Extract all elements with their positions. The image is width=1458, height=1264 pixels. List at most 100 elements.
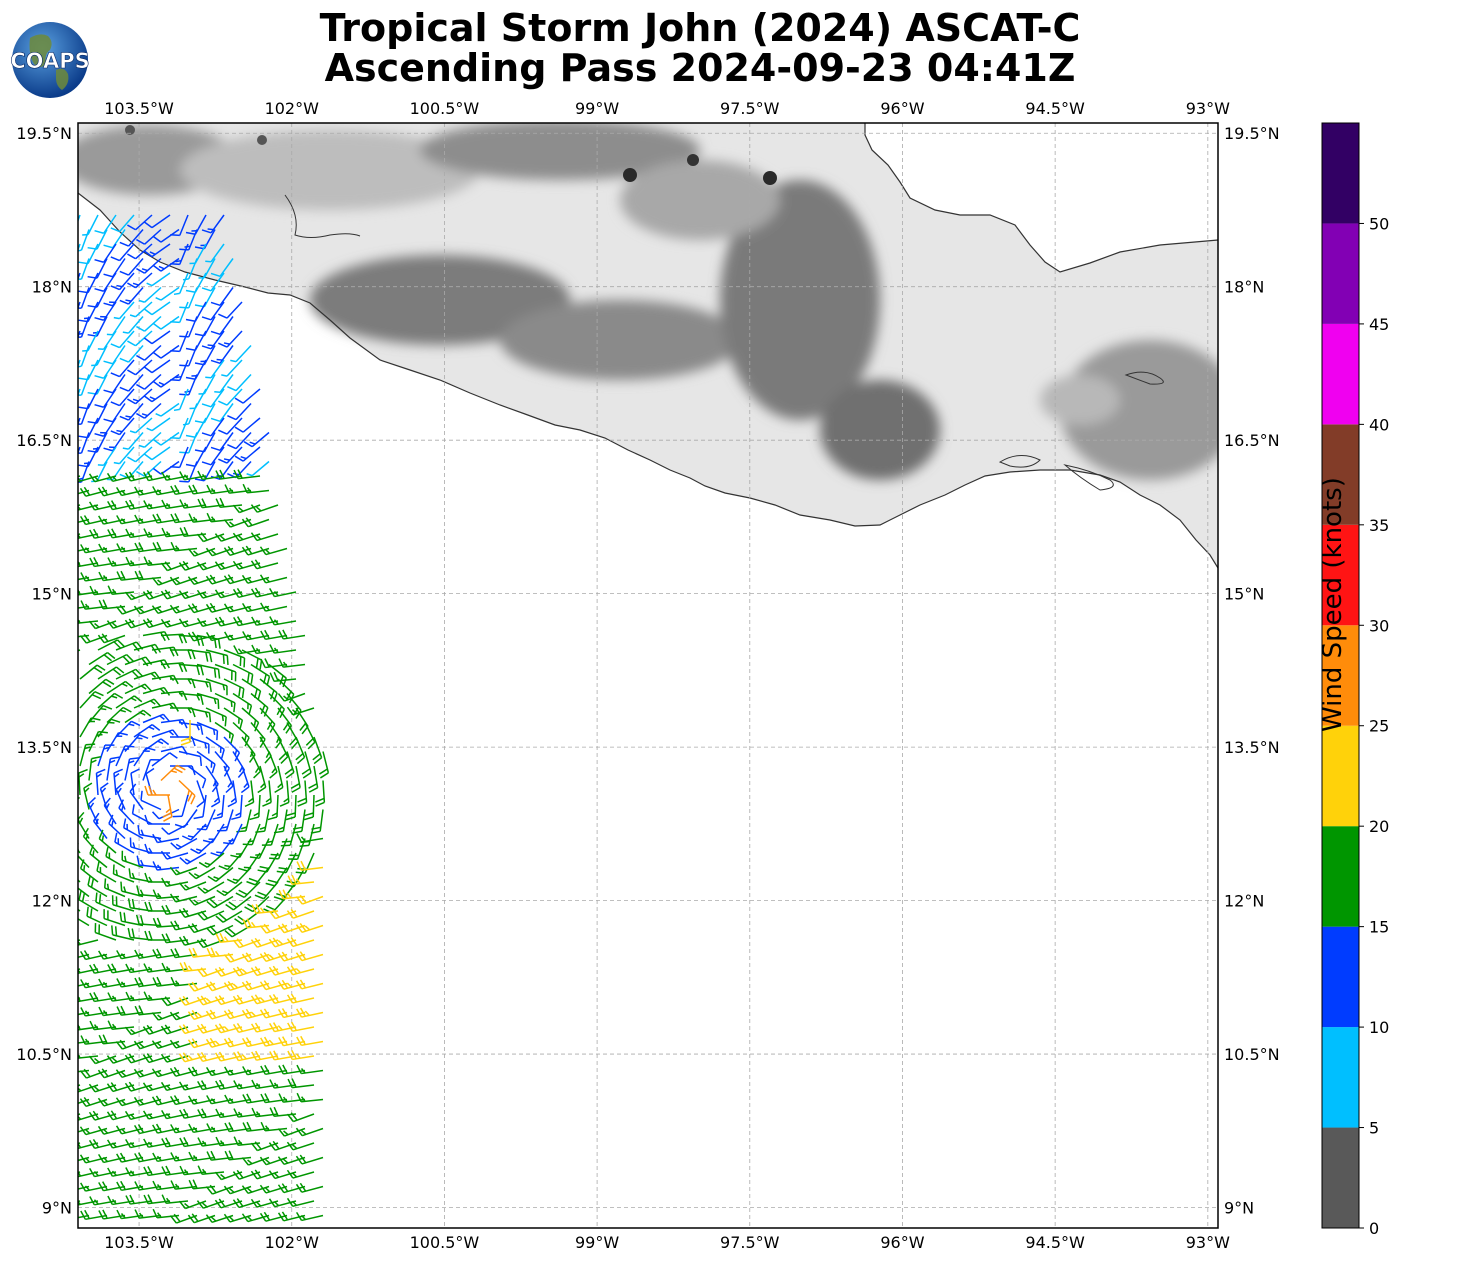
wind-barb [232, 587, 261, 599]
wind-barb [106, 653, 134, 666]
wind-barb [106, 1139, 135, 1149]
wind-barb [260, 629, 288, 641]
wind-barb [115, 1125, 144, 1135]
wind-barb [97, 1068, 126, 1079]
wind-barb [197, 1108, 225, 1119]
wind-barb [178, 1081, 207, 1091]
wind-barb [152, 541, 180, 552]
wind-barb [232, 663, 254, 684]
peak-1 [623, 168, 637, 182]
colorbar-tick-9: 45 [1369, 315, 1389, 334]
wind-barb [223, 545, 252, 557]
wind-barb [107, 963, 135, 974]
wind-barb [130, 768, 140, 796]
wind-barb [98, 1209, 126, 1220]
wind-barb [110, 330, 135, 349]
colorbar-tick-0: 0 [1369, 1219, 1379, 1238]
wind-barb [105, 847, 126, 869]
wind-barb [214, 692, 236, 713]
wind-barb [286, 1112, 315, 1123]
wind-barb [161, 1137, 189, 1148]
wind-barb [136, 402, 162, 419]
wind-barb [107, 557, 135, 567]
wind-barb [178, 692, 204, 705]
wind-barb [143, 471, 171, 482]
wind-barb [274, 765, 284, 794]
wind-barb [278, 1064, 306, 1075]
colorbar-bin-10 [1322, 123, 1359, 224]
wind-barb [223, 1037, 252, 1048]
wind-barb [116, 1180, 144, 1192]
wind-barb [98, 829, 117, 854]
wind-barb [286, 908, 315, 919]
wind-barb [88, 651, 116, 666]
wind-barb [122, 316, 144, 334]
wind-barb [124, 471, 153, 482]
lat-label-right-3: 15°N [1224, 585, 1264, 604]
wind-barb [170, 513, 198, 524]
wind-barb [78, 287, 90, 309]
wind-barb [94, 272, 117, 292]
gulf-of-mexico [865, 123, 1218, 272]
wind-barb [210, 287, 234, 307]
wind-barb [218, 417, 243, 435]
wind-barb [88, 755, 102, 781]
wind-barb [277, 1183, 306, 1194]
wind-barb [205, 1066, 234, 1077]
wind-barb [78, 1142, 81, 1145]
wind-barb [107, 992, 135, 1002]
wind-barb [318, 751, 330, 779]
wind-barb [233, 469, 261, 480]
wind-barb [179, 1137, 207, 1148]
wind-barb [187, 765, 207, 789]
colorbar-tick-8: 40 [1369, 415, 1389, 434]
wind-barb [89, 992, 117, 1003]
wind-barb [214, 533, 243, 542]
lon-label-bottom-7: 93°W [1186, 1233, 1230, 1252]
wind-barb [223, 1009, 252, 1020]
wind-barb [161, 877, 189, 887]
wind-barb [89, 844, 108, 869]
wind-barb [138, 431, 162, 448]
wind-barb [196, 561, 225, 571]
wind-barb [251, 903, 279, 915]
wind-barb [286, 993, 315, 1004]
wind-barb [155, 402, 180, 417]
wind-barb [190, 837, 216, 855]
wind-barb [78, 432, 90, 454]
wind-barb [267, 794, 279, 821]
peak-3 [687, 154, 699, 166]
wind-barb [119, 345, 144, 363]
wind-barb [259, 1156, 288, 1166]
wind-barb [107, 1020, 135, 1031]
wind-barb [201, 446, 225, 466]
wind-barb [214, 1051, 243, 1062]
wind-barb [79, 691, 104, 709]
highland-10 [620, 160, 780, 240]
wind-barb [152, 1180, 180, 1191]
wind-barb [187, 736, 210, 754]
wind-barb [206, 484, 234, 495]
wind-barb [134, 570, 162, 581]
wind-barb [115, 604, 144, 615]
wind-barb [232, 721, 250, 747]
wind-barb [87, 875, 108, 898]
lon-label-bottom-5: 96°W [880, 1233, 924, 1252]
wind-barb [142, 589, 171, 600]
wind-barb [173, 388, 189, 412]
wind-barb [142, 738, 170, 753]
wind-barb [197, 498, 225, 509]
wind-barb [205, 1214, 234, 1224]
wind-barb [212, 794, 225, 820]
wind-barb [250, 937, 279, 948]
wind-barb [78, 890, 99, 912]
wind-barb [169, 1066, 198, 1077]
wind-barb [125, 499, 153, 510]
wind-barb [223, 980, 252, 992]
wind-barb [295, 951, 324, 962]
wind-barb [124, 683, 153, 695]
wind-barb [89, 528, 117, 539]
lon-label-top-4: 97.5°W [720, 99, 780, 118]
wind-barb [205, 924, 234, 936]
wind-barb [143, 359, 171, 374]
